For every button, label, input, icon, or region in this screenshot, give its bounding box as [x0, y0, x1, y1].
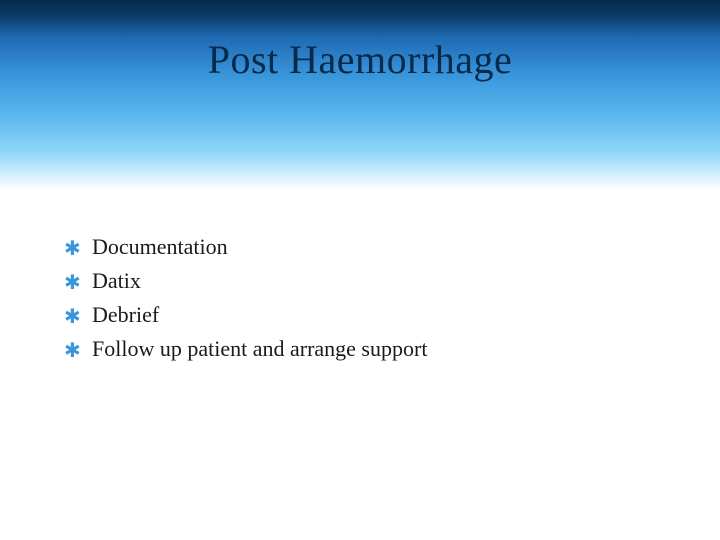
- asterisk-icon: ✱: [64, 270, 92, 297]
- list-item-text: Follow up patient and arrange support: [92, 334, 427, 364]
- asterisk-icon: ✱: [64, 236, 92, 263]
- bullet-list: ✱ Documentation ✱ Datix ✱ Debrief ✱ Foll…: [64, 232, 680, 368]
- list-item-text: Debrief: [92, 300, 159, 330]
- asterisk-icon: ✱: [64, 304, 92, 331]
- asterisk-icon: ✱: [64, 338, 92, 365]
- list-item: ✱ Follow up patient and arrange support: [64, 334, 680, 364]
- list-item-text: Documentation: [92, 232, 228, 262]
- slide-title: Post Haemorrhage: [0, 36, 720, 83]
- header-gradient: [0, 0, 720, 190]
- list-item: ✱ Debrief: [64, 300, 680, 330]
- list-item: ✱ Datix: [64, 266, 680, 296]
- slide: Post Haemorrhage ✱ Documentation ✱ Datix…: [0, 0, 720, 540]
- list-item-text: Datix: [92, 266, 141, 296]
- list-item: ✱ Documentation: [64, 232, 680, 262]
